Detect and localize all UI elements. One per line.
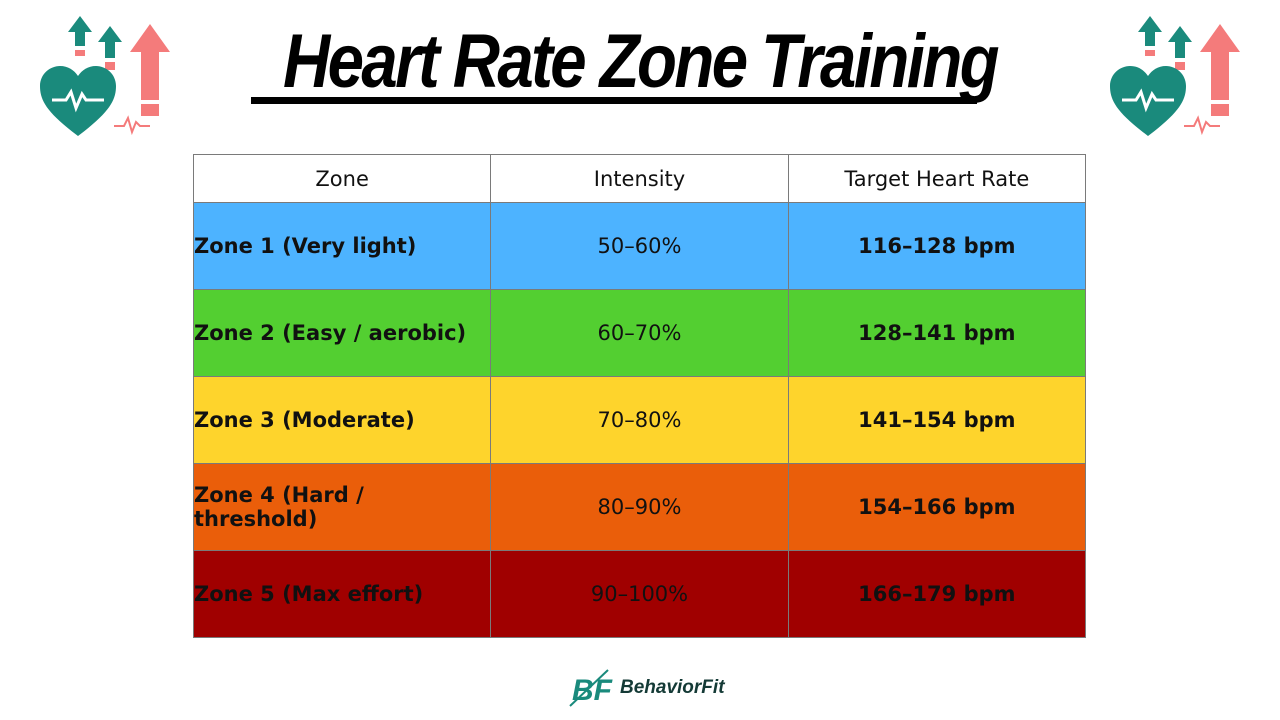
- heart-rate-up-arrows-icon: [40, 16, 170, 136]
- title-underline: [251, 97, 977, 104]
- table-row: Zone 1 (Very light) 50–60% 116–128 bpm: [192, 202, 1087, 290]
- target-heart-rate-cell: 154–166 bpm: [787, 463, 1087, 551]
- intensity-cell: 70–80%: [490, 376, 789, 464]
- brand-logo-letters: BF: [572, 674, 613, 707]
- heart-rate-up-arrows-icon: [1110, 16, 1240, 136]
- intensity-cell: 50–60%: [490, 202, 789, 290]
- header-zone: Zone: [192, 154, 492, 203]
- table-row: Zone 3 (Moderate) 70–80% 141–154 bpm: [192, 376, 1087, 464]
- zone-name-cell: Zone 2 (Easy / aerobic): [192, 289, 492, 377]
- intensity-cell: 90–100%: [490, 550, 789, 638]
- target-heart-rate-cell: 141–154 bpm: [787, 376, 1087, 464]
- target-heart-rate-cell: 128–141 bpm: [787, 289, 1087, 377]
- brand-footer: BF BehaviorFit: [568, 666, 725, 710]
- intensity-cell: 80–90%: [490, 463, 789, 551]
- zone-name-cell: Zone 1 (Very light): [192, 202, 492, 290]
- zone-name-cell: Zone 3 (Moderate): [192, 376, 492, 464]
- table-row: Zone 5 (Max effort) 90–100% 166–179 bpm: [192, 550, 1087, 638]
- intensity-cell: 60–70%: [490, 289, 789, 377]
- header-intensity: Intensity: [490, 154, 789, 203]
- behaviorfit-logo: BF: [569, 669, 613, 707]
- target-heart-rate-cell: 166–179 bpm: [787, 550, 1087, 638]
- table-row: Zone 2 (Easy / aerobic) 60–70% 128–141 b…: [192, 289, 1087, 377]
- brand-name: BehaviorFit: [620, 677, 725, 698]
- table-header-row: Zone Intensity Target Heart Rate: [192, 154, 1087, 203]
- table-row: Zone 4 (Hard / threshold) 80–90% 154–166…: [192, 463, 1087, 551]
- zone-name-cell: Zone 5 (Max effort): [192, 550, 492, 638]
- heart-rate-zone-table: Zone Intensity Target Heart Rate Zone 1 …: [192, 154, 1087, 638]
- header-target-heart-rate: Target Heart Rate: [787, 154, 1087, 203]
- zone-name-cell: Zone 4 (Hard / threshold): [192, 463, 492, 551]
- target-heart-rate-cell: 116–128 bpm: [787, 202, 1087, 290]
- page-title: Heart Rate Zone Training: [282, 19, 1000, 104]
